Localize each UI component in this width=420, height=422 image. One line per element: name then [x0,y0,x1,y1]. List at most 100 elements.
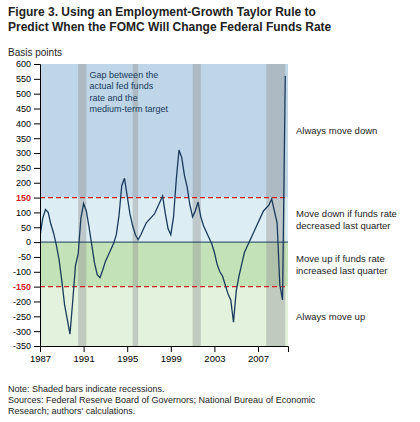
y-tick-label: 350 [16,134,31,144]
y-tick-label: 450 [16,104,31,114]
x-tick: 2007 [248,346,269,364]
note-line: Research; authors' calculations. [8,406,135,416]
reference-line [40,286,288,287]
y-tick-label: -250 [13,312,31,322]
y-tick-label: 50 [21,223,31,233]
band-label: Always move down [296,125,377,136]
y-tick-mark [34,123,40,124]
y-axis: -350 -300 -250 -200 -150 -100 -50 0 50 100 150 200 2… [13,59,41,351]
title-line: Figure 3. Using an Employment-Growth Tay… [8,5,316,19]
y-tick: 0 [26,237,40,247]
x-tick: 2003 [204,346,225,364]
title: Figure 3. Using an Employment-Growth Tay… [8,5,332,34]
y-tick-label: -300 [13,327,31,337]
y-axis-line [34,65,41,347]
y-tick: -100 [13,267,40,277]
y-tick-label: -350 [13,341,31,351]
y-tick-mark [34,346,40,347]
data-line [40,76,285,334]
band-label-line: Always move down [296,125,377,136]
annotation-line: actual fed funds [90,81,154,91]
marks [40,64,288,346]
y-tick: 250 [16,163,40,173]
x-tick-label: 1999 [161,353,182,364]
y-tick-label: 0 [26,237,31,247]
x-tick-label: 2003 [204,353,225,364]
x-tick-mark [127,346,128,352]
y-tick: 550 [16,74,40,84]
band-label-line: Always move up [296,311,365,322]
y-tick-mark [34,316,40,317]
y-tick-mark [34,94,40,95]
y-tick: -250 [13,312,40,322]
y-tick: -350 [13,341,40,351]
y-tick-label: 500 [16,89,31,99]
y-tick: 200 [16,178,40,188]
band-label: Always move up [296,311,365,322]
band-label-line: increased last quarter [296,265,387,276]
y-tick-label: 200 [16,178,31,188]
y-tick: 500 [16,89,40,99]
x-tick-mark [258,346,259,352]
y-tick-label: 250 [16,163,31,173]
x-tick: 1999 [161,346,182,364]
band [40,64,288,198]
y-tick-label: 300 [16,148,31,158]
y-tick-mark [34,138,40,139]
y-tick-label: 150 [16,193,31,203]
x-tick-label: 1987 [30,353,51,364]
y-tick-label: -150 [13,282,31,292]
y-tick-mark [34,212,40,213]
y-tick: 350 [16,134,40,144]
annotation-line: Gap between the [90,70,159,80]
recession [78,64,86,346]
annotation: Gap between theactual fed funds rate and … [90,70,169,114]
y-tick-mark [34,287,40,288]
y-axis-label: Basis points [8,47,62,58]
y-tick-mark [34,64,40,65]
x-tick: 1991 [74,346,95,364]
band [40,287,288,346]
y-tick: 600 [16,59,40,69]
x-tick-mark [214,346,215,352]
annotation-line: medium-term target [90,104,169,114]
y-tick-mark [34,168,40,169]
y-tick-mark [34,242,40,243]
y-tick-label: 550 [16,74,31,84]
note-line: Note: Shaded bars indicate recessions. [8,384,165,394]
y-tick: 150 [16,193,40,203]
y-tick-label: 400 [16,119,31,129]
reference-line [40,197,288,198]
y-tick: 400 [16,119,40,129]
note: Note: Shaded bars indicate recessions.So… [8,384,316,416]
band-label-line: Move up if funds rate [296,253,385,264]
y-tick: -150 [13,282,40,292]
x-tick: 1995 [117,346,138,364]
band-label: Move down if funds ratedecreased last qu… [296,208,397,231]
x-tick-label: 2007 [248,353,269,364]
x-tick-label: 1991 [74,353,95,364]
y-tick-label: -200 [13,297,31,307]
band-label-line: decreased last quarter [296,220,391,231]
annotation-line: rate and the [90,93,138,103]
y-tick: -200 [13,297,40,307]
y-tick: -300 [13,327,40,337]
y-tick: 300 [16,148,40,158]
band-label: Move up if funds rateincreased last quar… [296,253,387,276]
y-tick-mark [34,331,40,332]
title-line: Predict When the FOMC Will Change Federa… [8,20,332,34]
y-tick-mark [34,272,40,273]
y-tick: 100 [16,208,40,218]
x-tick-mark [171,346,172,352]
chart: Figure 3. Using an Employment-Growth Tay… [0,0,420,422]
y-tick-mark [34,198,40,199]
y-tick: 50 [21,223,40,233]
x-tick: 1987 [30,346,51,364]
band [40,242,288,287]
y-tick-mark [34,79,40,80]
x-axis: 1987 1991 1995 1999 2003 2007 [30,346,289,364]
plot-area: 1987 1991 1995 1999 2003 2007 -350 -300 -250 -200… [13,59,397,363]
y-tick-mark [34,183,40,184]
x-tick-label: 1995 [117,353,138,364]
y-tick: -50 [18,252,40,262]
